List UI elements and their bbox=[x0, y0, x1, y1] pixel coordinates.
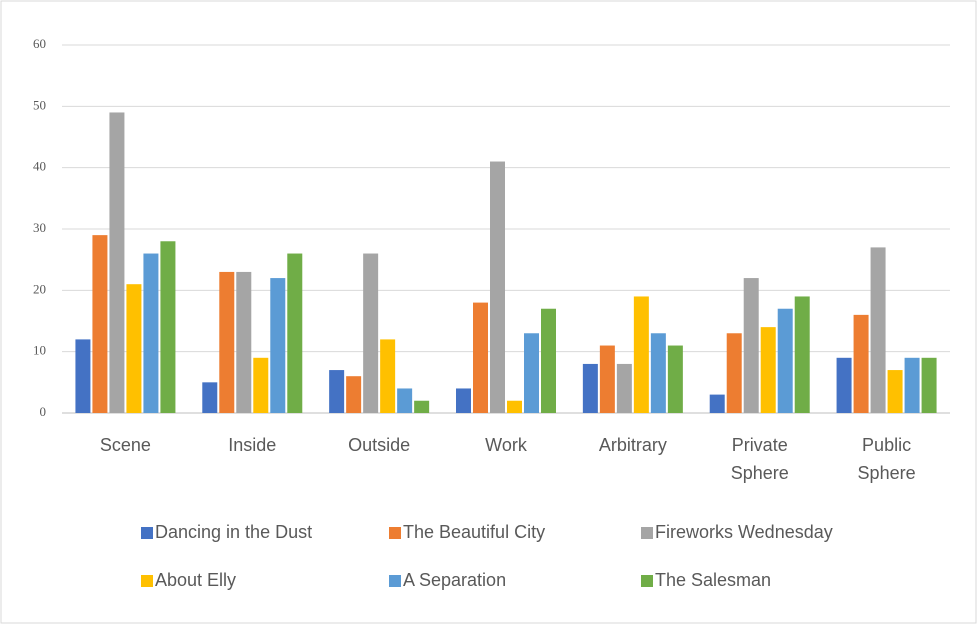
legend-label: A Separation bbox=[403, 570, 506, 590]
x-tick-label: Inside bbox=[228, 435, 276, 455]
bar bbox=[777, 308, 793, 413]
legend-label: The Beautiful City bbox=[403, 522, 545, 542]
legend-label: The Salesman bbox=[655, 570, 771, 590]
bar bbox=[667, 345, 683, 413]
bar bbox=[126, 284, 142, 413]
bar bbox=[253, 357, 269, 413]
bar bbox=[887, 370, 903, 413]
bar bbox=[794, 296, 810, 413]
y-tick-label: 10 bbox=[33, 343, 46, 358]
y-tick-label: 0 bbox=[40, 404, 47, 419]
bar bbox=[599, 345, 615, 413]
legend-swatch bbox=[389, 575, 401, 587]
bar bbox=[853, 314, 869, 413]
bar bbox=[616, 363, 632, 413]
bar bbox=[219, 271, 235, 413]
legend-label: Dancing in the Dust bbox=[155, 522, 312, 542]
bar bbox=[329, 370, 345, 413]
bar bbox=[507, 400, 522, 413]
bar bbox=[287, 253, 303, 413]
bar bbox=[726, 333, 742, 413]
bar bbox=[160, 241, 176, 413]
bar bbox=[75, 339, 91, 413]
y-tick-label: 30 bbox=[33, 220, 46, 235]
bar bbox=[490, 161, 505, 413]
bar bbox=[836, 357, 852, 413]
bar bbox=[414, 400, 430, 413]
legend-label: About Elly bbox=[155, 570, 236, 590]
bar bbox=[524, 333, 539, 413]
bar bbox=[109, 112, 125, 413]
y-tick-label: 50 bbox=[33, 97, 46, 112]
bar bbox=[397, 388, 413, 413]
bar bbox=[236, 271, 252, 413]
y-tick-label: 40 bbox=[33, 159, 46, 174]
bar bbox=[582, 363, 598, 413]
x-tick-label: Private Sphere bbox=[731, 435, 789, 483]
x-tick-label: Work bbox=[485, 435, 528, 455]
bar bbox=[650, 333, 666, 413]
x-tick-label: Scene bbox=[100, 435, 151, 455]
legend-swatch bbox=[389, 527, 401, 539]
bar bbox=[456, 388, 471, 413]
bar bbox=[904, 357, 920, 413]
bar bbox=[921, 357, 937, 413]
bar bbox=[541, 308, 556, 413]
bar bbox=[202, 382, 218, 413]
bar bbox=[709, 394, 725, 413]
bar bbox=[633, 296, 649, 413]
bar bbox=[270, 278, 286, 413]
bar bbox=[363, 253, 379, 413]
bar bbox=[870, 247, 886, 413]
legend-label: Fireworks Wednesday bbox=[655, 522, 833, 542]
bar bbox=[473, 302, 488, 413]
bar bbox=[92, 235, 108, 413]
x-tick-label: Public Sphere bbox=[858, 435, 916, 483]
bar bbox=[143, 253, 159, 413]
bar bbox=[760, 327, 776, 413]
bar bbox=[380, 339, 396, 413]
legend-swatch bbox=[141, 527, 153, 539]
bar bbox=[346, 376, 362, 413]
x-tick-label: Outside bbox=[348, 435, 410, 455]
legend-swatch bbox=[641, 575, 653, 587]
y-tick-label: 60 bbox=[33, 36, 46, 51]
legend-swatch bbox=[641, 527, 653, 539]
y-tick-label: 20 bbox=[33, 281, 46, 296]
x-tick-label: Arbitrary bbox=[599, 435, 667, 455]
legend-swatch bbox=[141, 575, 153, 587]
bar bbox=[743, 278, 759, 413]
